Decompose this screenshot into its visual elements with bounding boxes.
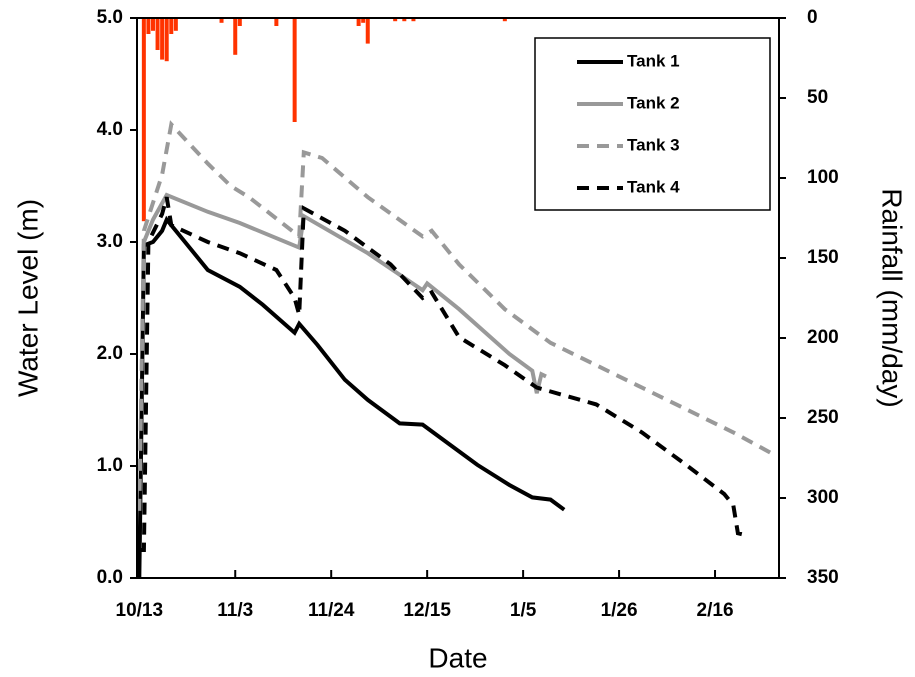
legend-label: Tank 3: [627, 135, 680, 154]
rain-bar: [219, 18, 224, 23]
y-tick-label: 0.0: [97, 567, 123, 588]
rain-bar: [292, 18, 297, 122]
y2-tick-label: 300: [807, 487, 839, 508]
rain-bar: [150, 18, 155, 31]
rain-bar: [502, 18, 507, 22]
rain-bar: [169, 18, 174, 34]
series-line: [137, 120, 776, 511]
rain-bar: [402, 18, 407, 22]
rain-bar: [393, 18, 398, 22]
rain-bar: [164, 18, 169, 62]
y2-tick-label: 250: [807, 407, 839, 428]
y-tick-label: 3.0: [97, 231, 123, 252]
rain-bar: [233, 18, 238, 55]
x-tick-label: 1/5: [510, 600, 537, 621]
x-tick-label: 10/13: [116, 600, 164, 621]
series-line: [137, 215, 566, 579]
y2-tick-label: 50: [807, 87, 828, 108]
legend-box: [534, 37, 771, 211]
rain-bar: [237, 18, 242, 26]
series-line: [142, 192, 547, 394]
y-tick-label: 1.0: [97, 455, 123, 476]
legend-label: Tank 2: [627, 93, 680, 112]
legend-label: Tank 4: [627, 177, 680, 196]
x-tick-label: 1/26: [601, 600, 638, 621]
y2-tick-label: 100: [807, 167, 839, 188]
y2-tick-label: 350: [807, 567, 839, 588]
rain-bar: [173, 18, 178, 31]
rain-bar: [160, 18, 165, 60]
y2-tick-label: 150: [807, 247, 839, 268]
rain-bar: [155, 18, 160, 50]
y2-axis-title: Rainfall (mm/day): [877, 188, 908, 407]
legend-label: Tank 1: [627, 51, 680, 70]
x-tick-label: 12/15: [403, 600, 451, 621]
rain-bar: [411, 18, 416, 22]
plot-frame: [136, 17, 780, 579]
x-tick-label: 2/16: [697, 600, 734, 621]
x-axis-title: Date: [428, 642, 487, 673]
y2-tick-label: 0: [807, 7, 818, 28]
rain-bar: [141, 18, 146, 222]
y2-tick-label: 200: [807, 327, 839, 348]
rain-bar: [274, 18, 279, 26]
y-axis-title: Water Level (m): [12, 199, 43, 397]
legend: Tank 1 Tank 2 Tank 3 Tank 4: [534, 37, 771, 211]
y-tick-label: 5.0: [97, 7, 123, 28]
rain-bar: [365, 18, 370, 44]
x-tick-label: 11/24: [308, 600, 355, 621]
rain-bar: [361, 18, 366, 23]
rain-bar: [146, 18, 151, 34]
y-tick-label: 4.0: [97, 119, 123, 140]
x-tick-label: 11/3: [217, 600, 253, 621]
rain-bar: [356, 18, 361, 26]
series-line: [139, 196, 748, 552]
y-tick-label: 2.0: [97, 343, 123, 364]
